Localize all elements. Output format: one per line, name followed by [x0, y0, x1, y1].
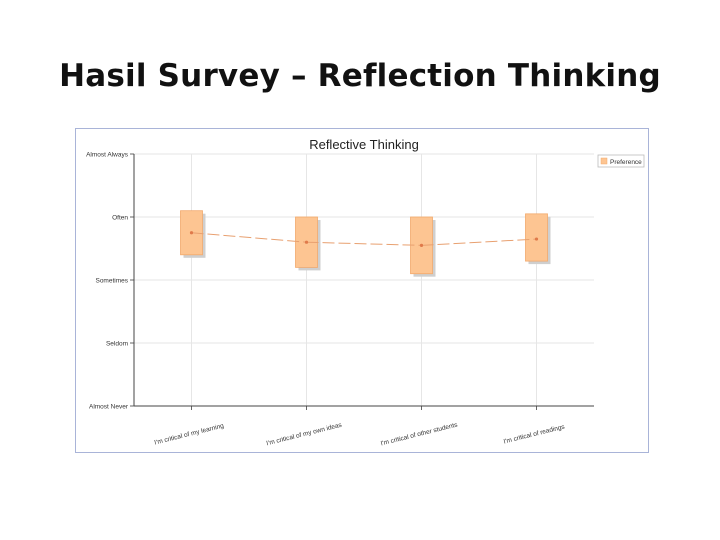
y-tick-label: Often: [112, 215, 128, 222]
mean-point: [304, 240, 309, 244]
chart-title: Reflective Thinking: [309, 137, 419, 152]
legend-swatch: [600, 157, 608, 165]
x-tick-label: I'm critical of my own ideas: [266, 422, 344, 448]
chart-frame: Reflective Thinking Almost Never Seldom So…: [75, 128, 649, 453]
legend-label: Preference: [610, 159, 642, 166]
y-tick-label: Almost Always: [86, 152, 129, 159]
y-tick-label: Seldom: [106, 341, 128, 348]
mean-point: [189, 231, 194, 235]
x-tick-label: I'm critical of other students: [380, 421, 459, 447]
x-tick-label: I'm critical of readings: [503, 423, 566, 445]
x-tick-label: I'm critical of my learning: [154, 422, 225, 446]
y-tick-label: Almost Never: [89, 404, 129, 411]
y-tick-label: Sometimes: [95, 278, 128, 285]
mean-line-segment: [191, 232, 307, 243]
mean-line-segment: [421, 238, 537, 246]
box-plot-chart: Reflective Thinking Almost Never Seldom So…: [86, 137, 645, 448]
mean-point: [534, 237, 539, 241]
mean-point: [419, 243, 424, 247]
mean-line-segment: [306, 241, 422, 246]
slide-title: Hasil Survey – Reflection Thinking: [59, 58, 661, 94]
legend-box: [597, 154, 645, 168]
